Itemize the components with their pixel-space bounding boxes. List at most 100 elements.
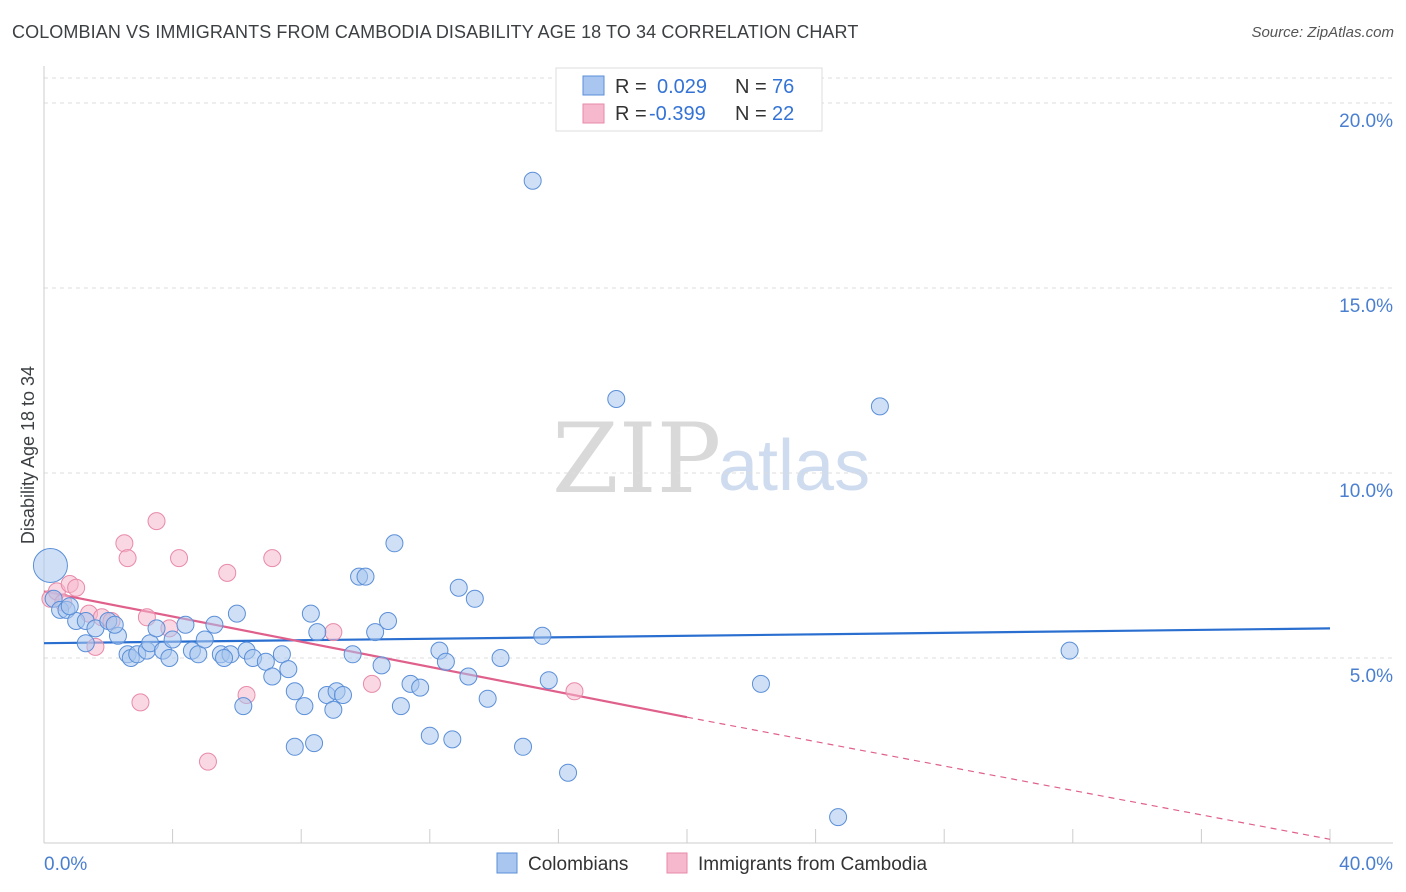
data-point-colombians	[356, 567, 375, 586]
data-point-cambodia	[362, 674, 381, 693]
data-point-colombians	[385, 534, 404, 553]
chart-title: COLOMBIAN VS IMMIGRANTS FROM CAMBODIA DI…	[12, 22, 859, 42]
data-point-colombians	[160, 649, 179, 667]
legend-r-value-1: 0.029	[657, 76, 707, 98]
data-point-colombians	[559, 763, 578, 782]
data-point-colombians	[372, 656, 391, 675]
watermark: ZIP atlas	[552, 403, 870, 515]
bottom-legend-label-cambodia: Immigrants from Cambodia	[698, 854, 928, 875]
data-point-colombians	[195, 630, 214, 649]
data-point-cambodia	[263, 549, 282, 568]
data-point-colombians	[60, 597, 79, 616]
data-point-colombians	[366, 623, 385, 642]
data-point-colombians	[420, 726, 439, 745]
data-point-colombians	[491, 649, 510, 667]
data-point-cambodia	[118, 549, 137, 568]
bottom-legend-swatch-colombians	[496, 852, 518, 874]
y-tick-label: 15.0%	[1339, 296, 1393, 317]
bottom-legend-label-colombians: Colombians	[528, 854, 628, 875]
data-point-colombians	[607, 390, 626, 408]
data-point-colombians	[478, 689, 497, 708]
legend-r-value-2: -0.399	[649, 103, 706, 125]
data-point-cambodia	[218, 563, 237, 582]
data-point-colombians	[1060, 641, 1079, 660]
data-point-colombians	[539, 671, 558, 690]
watermark-atlas: atlas	[718, 426, 870, 506]
data-point-cambodia	[147, 512, 166, 531]
data-point-colombians	[391, 697, 410, 716]
data-point-colombians	[308, 623, 327, 642]
data-point-colombians	[256, 652, 275, 671]
data-point-cambodia	[324, 623, 343, 642]
data-point-colombians	[870, 397, 889, 416]
legend-swatch-cambodia	[582, 103, 605, 124]
data-point-colombians	[523, 171, 542, 190]
series-colombians-points	[32, 171, 1079, 827]
data-point-colombians	[285, 682, 304, 701]
data-point-colombians	[263, 667, 282, 686]
data-point-colombians	[436, 652, 455, 671]
data-point-colombians	[295, 697, 314, 716]
data-point-colombians	[443, 730, 462, 749]
legend-swatch-colombians	[582, 75, 605, 96]
data-point-colombians	[272, 645, 291, 664]
trendlines	[43, 590, 1331, 840]
bottom-legend-swatch-cambodia	[666, 852, 688, 874]
data-point-colombians	[32, 548, 68, 583]
trendline-cambodia-extension	[686, 716, 1331, 840]
y-tick-label: 5.0%	[1350, 666, 1393, 687]
data-point-cambodia	[115, 534, 134, 553]
y-ticks: 5.0% 10.0% 15.0% 20.0%	[1339, 111, 1393, 687]
legend: R = 0.029 N = 76 R = -0.399 N = 22	[555, 67, 823, 132]
data-point-colombians	[333, 686, 352, 704]
data-point-colombians	[285, 737, 304, 756]
data-point-colombians	[105, 615, 124, 634]
data-point-cambodia	[131, 693, 150, 712]
data-point-colombians	[227, 604, 246, 623]
bottom-legend: Colombians Immigrants from Cambodia	[496, 852, 928, 875]
data-point-colombians	[176, 615, 195, 634]
data-point-colombians	[829, 808, 848, 827]
data-point-colombians	[163, 630, 182, 649]
legend-n-label-2: N =	[735, 103, 767, 125]
data-point-colombians	[324, 700, 343, 719]
legend-r-label-1: R =	[615, 76, 647, 98]
data-point-colombians	[751, 674, 770, 693]
data-point-colombians	[459, 667, 478, 686]
y-axis-label: Disability Age 18 to 34	[18, 366, 38, 544]
watermark-zip: ZIP	[552, 403, 721, 515]
data-point-colombians	[449, 578, 468, 597]
legend-n-value-1: 76	[772, 76, 794, 98]
data-point-colombians	[411, 678, 430, 697]
data-point-cambodia	[67, 578, 86, 597]
data-point-colombians	[147, 619, 166, 638]
data-point-colombians	[189, 645, 208, 664]
y-tick-label: 20.0%	[1339, 111, 1393, 132]
data-point-colombians	[205, 615, 224, 634]
data-point-colombians	[305, 734, 324, 753]
data-point-colombians	[234, 697, 253, 716]
x-tick-left: 0.0%	[44, 854, 87, 875]
source-label: Source: ZipAtlas.com	[1251, 24, 1394, 41]
legend-n-value-2: 22	[772, 103, 794, 125]
data-point-colombians	[465, 589, 484, 608]
data-point-colombians	[379, 612, 398, 630]
data-point-cambodia	[198, 752, 217, 771]
data-point-colombians	[279, 660, 298, 679]
x-tick-right: 40.0%	[1339, 854, 1393, 875]
trendline-colombians	[43, 627, 1331, 645]
axes	[43, 66, 1393, 844]
data-point-colombians	[76, 634, 95, 653]
data-point-colombians	[343, 645, 362, 664]
data-point-colombians	[533, 626, 552, 645]
data-point-colombians	[215, 649, 234, 667]
grid	[44, 77, 1393, 659]
data-point-colombians	[301, 604, 320, 623]
legend-n-label-1: N =	[735, 76, 767, 98]
data-point-cambodia	[170, 549, 189, 568]
data-point-colombians	[514, 737, 533, 756]
legend-r-label-2: R =	[615, 103, 647, 125]
y-tick-label: 10.0%	[1339, 481, 1393, 502]
data-point-cambodia	[565, 682, 584, 701]
